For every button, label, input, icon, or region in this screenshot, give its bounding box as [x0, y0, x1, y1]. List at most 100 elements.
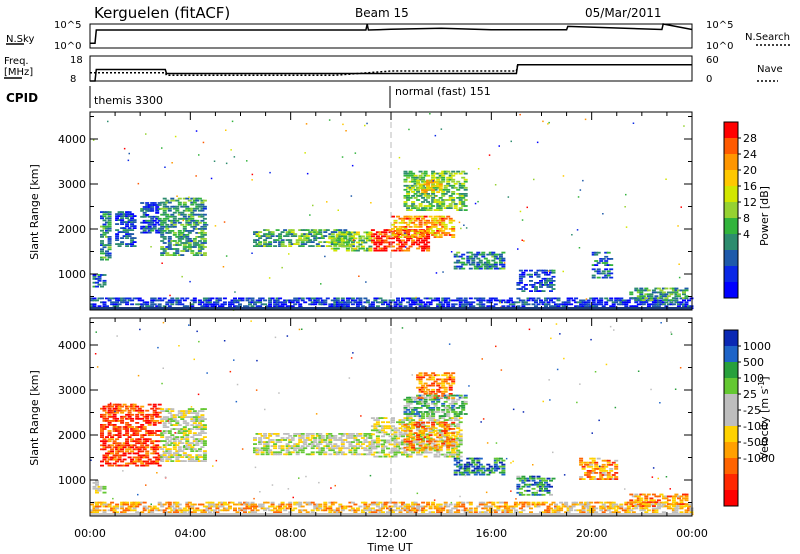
power-frame — [89, 111, 693, 311]
data-cell — [401, 219, 405, 222]
data-cell — [147, 430, 152, 432]
data-cell — [162, 250, 167, 252]
data-cell — [661, 295, 666, 298]
data-cell — [534, 505, 538, 508]
data-cell — [604, 501, 609, 504]
data-cell — [205, 303, 210, 306]
data-cell — [408, 209, 413, 211]
data-cell — [368, 249, 373, 252]
data-cell — [142, 438, 147, 441]
data-cell — [197, 460, 202, 462]
data-cell — [656, 301, 661, 304]
data-cell — [413, 236, 418, 238]
data-cell — [157, 509, 162, 512]
data-cell — [182, 197, 187, 200]
data-cell — [416, 299, 421, 302]
data-cell — [140, 456, 145, 459]
data-cell — [599, 260, 604, 262]
data-cell — [408, 423, 413, 426]
data-cell — [120, 227, 125, 229]
data-cell — [579, 503, 584, 506]
data-cell — [270, 297, 275, 300]
data-cell — [431, 221, 436, 224]
data-cell — [105, 452, 109, 455]
data-cell — [112, 458, 117, 461]
data-cell — [192, 410, 197, 412]
data-cell — [147, 223, 152, 226]
data-cell — [634, 287, 639, 290]
data-cell — [503, 301, 508, 304]
data-cell — [423, 235, 428, 238]
data-cell — [654, 291, 659, 294]
data-cell — [207, 503, 212, 506]
data-cell — [458, 501, 463, 504]
data-cell — [433, 217, 438, 220]
data-cell — [463, 507, 468, 510]
data-cell — [278, 237, 283, 239]
data-cell — [478, 305, 483, 308]
data-cell — [192, 412, 197, 414]
data-cell — [413, 219, 418, 222]
data-cell — [338, 239, 343, 241]
data-cell — [579, 511, 584, 514]
data-cell — [200, 440, 205, 442]
data-cell — [318, 297, 323, 300]
data-cell — [348, 245, 353, 248]
data-cell — [418, 233, 423, 236]
data-cell — [192, 254, 197, 256]
data-cell — [130, 303, 135, 306]
data-cell — [175, 301, 180, 304]
data-cell — [345, 247, 350, 250]
data-cell — [624, 301, 629, 304]
data-cell — [175, 205, 180, 208]
data-cell — [496, 257, 501, 260]
data-cell — [328, 435, 333, 437]
data-cell — [120, 237, 125, 239]
data-cell — [518, 273, 523, 276]
data-point — [460, 227, 462, 230]
data-cell — [428, 203, 433, 205]
data-cell — [140, 227, 145, 230]
data-cell — [521, 290, 526, 292]
data-cell — [110, 405, 115, 408]
data-cell — [606, 264, 611, 266]
data-cell — [290, 437, 295, 439]
data-cell — [443, 193, 448, 195]
data-cell — [150, 460, 155, 463]
data-cell — [368, 245, 373, 248]
data-cell — [145, 409, 150, 412]
data-cell — [413, 509, 418, 512]
data-cell — [340, 445, 345, 447]
data-cell — [120, 219, 125, 221]
data-point — [234, 291, 236, 293]
data-cell — [117, 245, 122, 247]
data-cell — [343, 305, 348, 308]
data-cell — [288, 447, 293, 450]
data-cell — [408, 205, 413, 207]
data-cell — [175, 503, 180, 506]
data-cell — [170, 301, 175, 304]
data-cell — [378, 431, 383, 434]
data-cell — [418, 241, 423, 244]
data-cell — [182, 203, 187, 206]
data-cell — [508, 511, 513, 514]
data-cell — [684, 301, 689, 304]
data-cell — [639, 509, 644, 512]
data-cell — [433, 427, 438, 430]
data-cell — [554, 507, 558, 510]
data-cell — [393, 449, 398, 452]
data-cell — [265, 501, 270, 504]
data-cell — [325, 241, 330, 243]
data-cell — [411, 234, 416, 236]
data-cell — [160, 460, 165, 462]
data-cell — [461, 261, 466, 264]
data-cell — [453, 255, 458, 258]
data-cell — [150, 202, 155, 204]
data-cell — [436, 185, 441, 188]
data-cell — [478, 299, 483, 302]
data-cell — [195, 244, 200, 246]
data-cell — [200, 248, 205, 250]
data-cell — [190, 428, 195, 430]
data-cell — [107, 450, 112, 453]
data-cell — [167, 236, 172, 238]
